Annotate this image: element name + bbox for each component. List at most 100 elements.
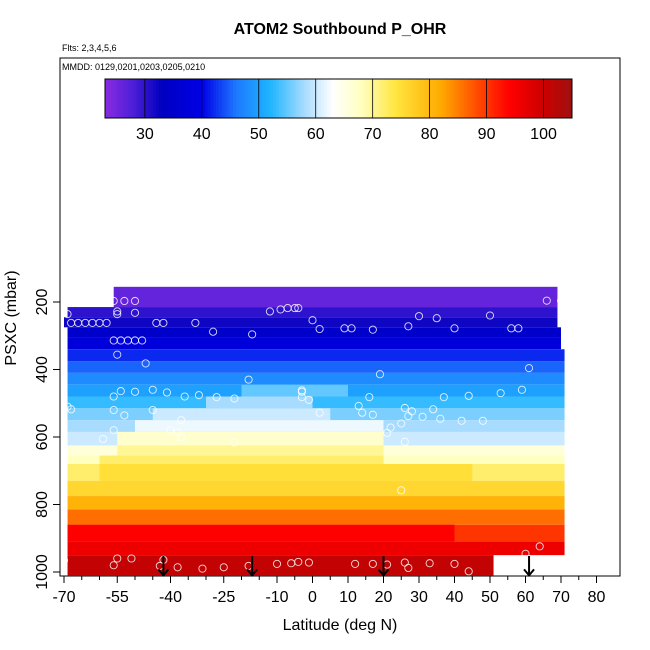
colorbar-cell-35 [204,79,208,118]
colorbar-cell-46 [235,79,240,118]
flight-point-10 [113,307,122,316]
flight-point-77 [358,408,367,417]
colorbar-cell-87 [352,79,356,118]
colorbar-cell-83 [341,79,345,118]
marker-head-2 [377,568,390,577]
flight-point-0 [63,310,72,319]
band-15-segment-1 [99,464,473,481]
x-tick-label-10: 50 [481,589,499,606]
flight-point-3 [130,296,140,306]
colorbar-cell-133 [483,79,487,118]
band-16-segment-0 [67,480,565,497]
band-4-segment-0 [67,337,562,350]
colorbar-tick-labels: 30 40 50 60 70 80 90 100 [136,126,557,143]
flight-point-103 [219,563,228,572]
colorbar-cell-130 [475,79,479,118]
colorbar-cell-37 [210,79,214,118]
band-7-segment-0 [67,372,565,385]
colorbar-cell-16 [150,79,154,118]
band-6-segment-0 [67,361,565,373]
colorbar-cell-25 [176,79,180,118]
flight-point-40 [542,296,551,305]
latitude-markers [157,556,535,577]
colorbar-cell-113 [426,79,431,118]
colorbar-cell-71 [307,79,311,118]
colorbar-cell-102 [395,79,399,118]
colorbar-cell-115 [432,79,436,118]
colorbar-cell-114 [429,79,433,118]
colorbar-cell-15 [147,79,151,118]
colorbar-cell-119 [443,79,448,118]
band-19-segment-1 [67,524,455,542]
flight-point-54 [148,385,157,394]
colorbar-cell-139 [500,79,505,118]
flight-point-39 [514,324,523,333]
flight-point-63 [365,393,374,402]
colorbar-cell-108 [412,79,416,118]
band-13-segment-1 [117,445,384,456]
colorbar-cell-143 [512,79,516,118]
colorbar-cell-152 [537,79,542,118]
colorbar-cell-66 [292,79,297,118]
flight-point-32 [368,325,377,334]
flight-point-22 [248,330,257,339]
band-12-segment-1 [117,431,384,446]
x-tick-label-13: 80 [588,589,606,606]
flight-point-62 [354,401,363,411]
flight-point-83 [457,416,466,425]
colorbar-cell-23 [170,79,174,118]
colorbar-cell-149 [529,79,533,118]
y-tick-label-3: 800 [34,491,51,518]
colorbar-cell-109 [415,79,419,118]
colorbar-cell-13 [142,79,146,118]
colorbar-cell-94 [372,79,376,118]
flight-point-35 [432,314,441,323]
colorbar-cell-158 [554,79,559,118]
flight-point-102 [198,564,207,573]
y-tick-label-2: 600 [34,424,51,451]
flight-point-55 [162,388,171,397]
flight-point-60 [297,393,306,402]
colorbar-tick-label-5: 80 [421,126,439,143]
colorbar-cell-156 [549,79,553,118]
flight-point-46 [297,387,306,396]
colorbar-cell-136 [492,79,496,118]
colorbar-cell-36 [207,79,211,118]
flight-point-92 [177,432,186,442]
colorbar-cell-124 [458,79,462,118]
colorbar-cell-5 [119,79,123,118]
colorbar-cell-157 [552,79,556,118]
colorbar-cell-125 [460,79,465,118]
flight-point-20 [191,318,200,327]
colorbar-cell-53 [255,79,260,118]
colorbar-cell-69 [301,79,305,118]
flight-point-33 [404,322,413,331]
flight-point-42 [113,350,122,359]
flight-point-82 [436,414,445,423]
colorbar-cell-137 [495,79,499,118]
colorbar-cell-95 [375,79,379,118]
flight-point-27 [294,304,303,313]
colorbar-cell-97 [381,79,385,118]
colorbar-cell-132 [480,79,485,118]
colorbar-cell-116 [435,79,439,118]
flight-point-58 [212,393,221,402]
colorbar-cell-126 [463,79,468,118]
x-tick-label-7: 20 [375,589,393,606]
colorbar-cell-75 [318,79,322,118]
colorbar-tick-label-1: 40 [193,126,211,143]
flight-point-115 [450,559,459,568]
colorbar-cell-19 [159,79,163,118]
colorbar-cell-151 [534,79,539,118]
flight-point-61 [304,395,314,404]
flight-point-96 [113,554,122,563]
marker-arrow-1 [246,556,258,577]
marker-arrow-2 [377,556,390,577]
flight-point-95 [60,556,69,565]
colorbar-cell-12 [139,79,143,118]
colorbar-cell-96 [378,79,382,118]
colorbar-cell-98 [384,79,388,118]
colorbar-cell-67 [295,79,300,118]
colorbar-cell-6 [122,79,126,118]
plot-frame [59,57,621,577]
